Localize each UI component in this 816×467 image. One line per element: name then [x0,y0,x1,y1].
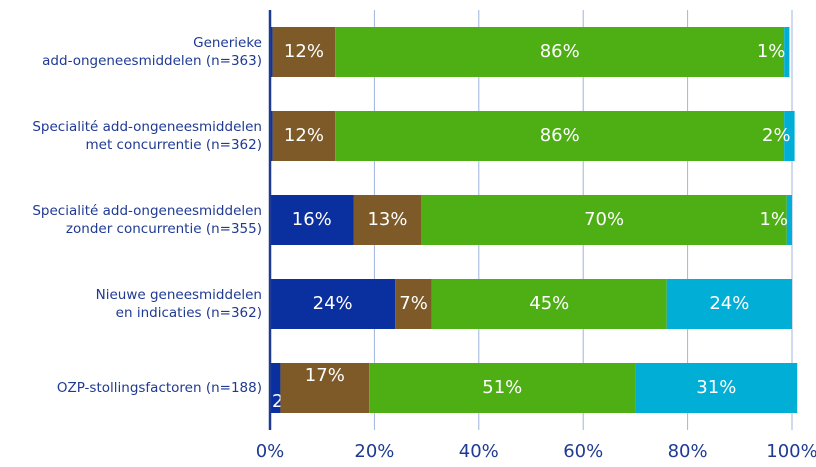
value-label: 1% [757,41,786,62]
value-label: 17% [305,365,345,386]
x-tick-label: 80% [668,441,708,462]
bar-segment [369,363,636,413]
bar-segment [786,195,792,245]
category-label: en indicaties (n=362) [116,305,262,321]
bar-segment [395,279,432,329]
bar-segment [784,111,795,161]
bar-segment [635,363,798,413]
value-label: 24% [313,293,353,314]
category-label: OZP-stollingsfactoren (n=188) [57,380,262,396]
bar-segment [270,363,281,413]
x-tick-label: 20% [354,441,394,462]
category-label: Nieuwe geneesmiddelen [96,287,262,303]
bar-segment [270,27,273,77]
value-label: 1% [759,209,788,230]
value-label: 2% [762,125,791,146]
value-label: 16% [292,209,332,230]
bar-segment [784,27,790,77]
x-tick-label: 100% [766,441,816,462]
value-label: 12% [284,41,324,62]
value-label: 51% [482,377,522,398]
bar-segment [270,279,396,329]
x-tick-label: 60% [563,441,603,462]
value-label: 86% [540,41,580,62]
value-label: 45% [529,293,569,314]
category-label: zonder concurrentie (n=355) [66,221,262,237]
category-label: add-ongeneesmiddelen (n=363) [42,53,262,69]
x-tick-label: 0% [256,441,285,462]
bar-segment [280,363,370,413]
category-label: Generieke [193,35,262,51]
x-tick-label: 40% [459,441,499,462]
value-label: 7% [399,293,428,314]
bar-segment [272,111,336,161]
bar-segment [421,195,787,245]
value-label: 24% [709,293,749,314]
bar-segment [431,279,667,329]
bar-segment [270,111,273,161]
bar-segment [666,279,792,329]
value-label: 70% [584,209,624,230]
bar-segment [270,195,354,245]
bar-segment [353,195,422,245]
category-label: Specialité add-ongeneesmiddelen [32,119,262,135]
value-label: 86% [540,125,580,146]
bar-segment [272,27,336,77]
category-label: met concurrentie (n=362) [86,137,263,153]
category-label: Specialité add-ongeneesmiddelen [32,203,262,219]
value-label: 12% [284,125,324,146]
bar-segment [335,27,785,77]
value-label: 13% [367,209,407,230]
bar-segment [335,111,785,161]
value-label: 31% [696,377,736,398]
